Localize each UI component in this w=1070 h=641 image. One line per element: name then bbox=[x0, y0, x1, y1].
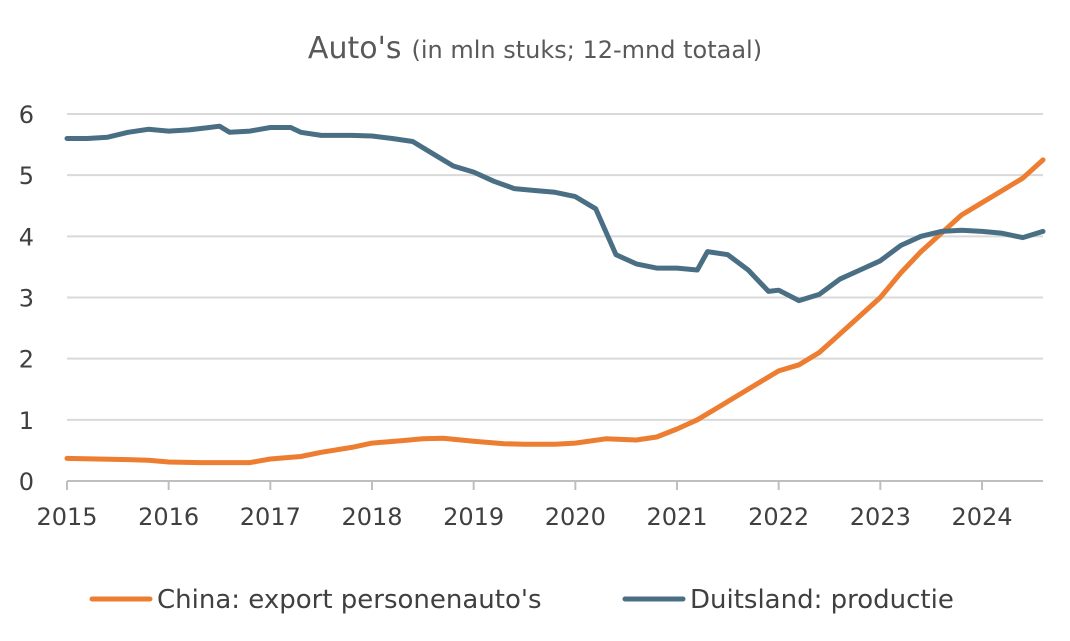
axes: 0 1 2 3 4 5 6 2015 2016 2017 2018 2019 2020 2021 2022 2… bbox=[19, 101, 1043, 531]
y-tick-label: 4 bbox=[19, 223, 34, 251]
chart-title: Auto's (in mln stuks; 12-mnd totaal) bbox=[308, 31, 762, 66]
y-tick-label: 1 bbox=[19, 407, 34, 435]
x-tick-label: 2024 bbox=[951, 503, 1012, 531]
series-line-china-export bbox=[64, 157, 1046, 466]
series-lines bbox=[64, 123, 1046, 466]
legend-item: China: export personenauto's bbox=[89, 585, 542, 615]
chart-title-main: Auto's bbox=[308, 31, 402, 66]
x-tick-label: 2016 bbox=[138, 503, 199, 531]
y-tick-label: 3 bbox=[19, 285, 34, 313]
legend-label: Duitsland: productie bbox=[690, 585, 954, 615]
x-tick-label: 2018 bbox=[341, 503, 402, 531]
y-tick-label: 6 bbox=[19, 101, 34, 129]
x-tick-label: 2022 bbox=[748, 503, 809, 531]
x-tick-label: 2017 bbox=[240, 503, 301, 531]
legend-item: Duitsland: productie bbox=[622, 585, 954, 615]
x-tick-label: 2020 bbox=[545, 503, 606, 531]
gridlines bbox=[67, 113, 1043, 421]
chart-subtitle: (in mln stuks; 12-mnd totaal) bbox=[411, 36, 762, 64]
y-tick-label: 2 bbox=[19, 346, 34, 374]
y-tick-label: 5 bbox=[19, 162, 34, 190]
legend: China: export personenauto's Duitsland: p… bbox=[89, 585, 954, 615]
y-tick-label: 0 bbox=[19, 468, 34, 496]
x-tick-label: 2023 bbox=[850, 503, 911, 531]
x-tick-label: 2021 bbox=[646, 503, 707, 531]
x-tick-label: 2019 bbox=[443, 503, 504, 531]
series-line-duitsland-productie bbox=[64, 123, 1046, 304]
x-tick-label: 2015 bbox=[36, 503, 97, 531]
legend-label: China: export personenauto's bbox=[157, 585, 542, 615]
